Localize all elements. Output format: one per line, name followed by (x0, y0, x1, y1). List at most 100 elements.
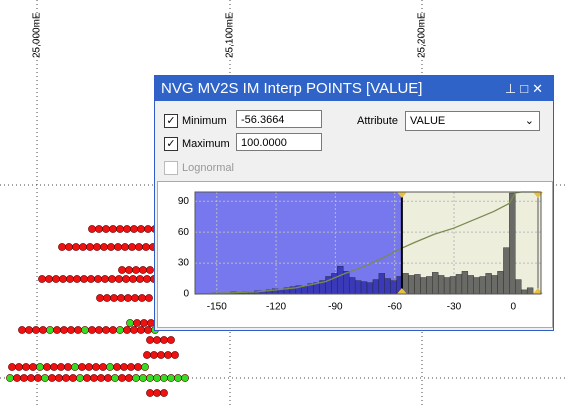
map-point (127, 363, 135, 371)
map-point (18, 326, 26, 334)
grid-label: 25,000mE (32, 12, 43, 58)
x-tick-label: -30 (447, 302, 462, 313)
histogram-bar (497, 271, 504, 295)
map-point (92, 363, 100, 371)
map-point (116, 326, 124, 334)
map-point (113, 363, 121, 371)
map-point (43, 363, 51, 371)
histogram-bar (378, 273, 386, 295)
map-point (132, 374, 140, 382)
close-button[interactable]: ✕ (532, 81, 547, 96)
map-point (114, 243, 122, 251)
map-point (109, 225, 117, 233)
histogram-bar (360, 281, 368, 295)
histogram-bar (354, 280, 362, 295)
map-point (116, 225, 124, 233)
map-point (52, 275, 60, 283)
map-point (22, 363, 30, 371)
map-point (115, 275, 123, 283)
histogram-bar (384, 278, 391, 295)
map-point (6, 374, 14, 382)
checkbox[interactable]: ✓ (164, 114, 178, 128)
map-point (143, 351, 151, 359)
checkbox[interactable] (164, 161, 178, 175)
map-point (95, 326, 103, 334)
map-point (153, 374, 161, 382)
x-tick-label: -120 (266, 302, 286, 313)
map-point (143, 275, 151, 283)
map-point (133, 319, 141, 327)
map-point (160, 374, 168, 382)
map-point (73, 275, 81, 283)
map-point (90, 374, 98, 382)
map-point (146, 374, 154, 382)
map-point (144, 225, 152, 233)
text-input[interactable]: 100.0000 (236, 133, 322, 151)
map-point (146, 389, 154, 397)
histogram-bar (372, 279, 380, 295)
map-point (29, 363, 37, 371)
map-point (135, 243, 143, 251)
map-point (129, 275, 137, 283)
map-point (104, 374, 112, 382)
map-point (53, 326, 61, 334)
map-point (76, 374, 84, 382)
map-point (146, 336, 154, 344)
map-point (125, 374, 133, 382)
map-point (41, 374, 49, 382)
histogram-bar (414, 274, 421, 295)
histogram-bar (366, 282, 374, 295)
map-point (121, 243, 129, 251)
map-point (97, 374, 105, 382)
histogram-bar (426, 276, 433, 295)
map-point (122, 275, 130, 283)
map-point (65, 243, 73, 251)
map-point (59, 275, 67, 283)
map-point (160, 389, 168, 397)
map-point (71, 363, 79, 371)
map-point (45, 275, 53, 283)
map-point (167, 336, 175, 344)
map-point (46, 326, 54, 334)
map-point (118, 374, 126, 382)
histogram-bar (461, 271, 469, 295)
map-point (20, 374, 28, 382)
select[interactable]: VALUE ⌄ (405, 111, 540, 131)
histogram-bar (485, 273, 492, 295)
y-tick-label: 30 (178, 258, 190, 269)
y-tick-label: 60 (178, 227, 190, 238)
pin-button[interactable]: ⊥ (504, 81, 521, 96)
map-point (102, 225, 110, 233)
map-point (106, 363, 114, 371)
map-point (39, 326, 47, 334)
x-tick-label: -150 (207, 302, 227, 313)
label: Attribute (357, 115, 398, 127)
map-point (109, 326, 117, 334)
map-point (88, 326, 96, 334)
map-point (118, 266, 126, 274)
map-point (64, 363, 72, 371)
map-point (137, 326, 145, 334)
histogram-bar (491, 275, 498, 295)
map-point (102, 326, 110, 334)
histogram-bar (526, 287, 534, 295)
histogram-bar (479, 276, 486, 295)
map-point (32, 326, 40, 334)
map-point (142, 243, 150, 251)
map-point (67, 326, 75, 334)
map-point (95, 225, 103, 233)
histogram-bar (408, 275, 415, 295)
map-point (34, 374, 42, 382)
y-tick-label: 90 (178, 196, 190, 207)
text-input[interactable]: -56.3664 (236, 110, 322, 128)
map-point (50, 363, 58, 371)
map-point (66, 275, 74, 283)
maximize-button[interactable]: □ (520, 81, 533, 96)
map-point (101, 275, 109, 283)
map-point (108, 275, 116, 283)
map-point (140, 319, 148, 327)
dialog-title: NVG MV2S IM Interp POINTS [VALUE] (161, 80, 423, 97)
checkbox[interactable]: ✓ (164, 137, 178, 151)
y-tick-label: 0 (183, 289, 189, 300)
